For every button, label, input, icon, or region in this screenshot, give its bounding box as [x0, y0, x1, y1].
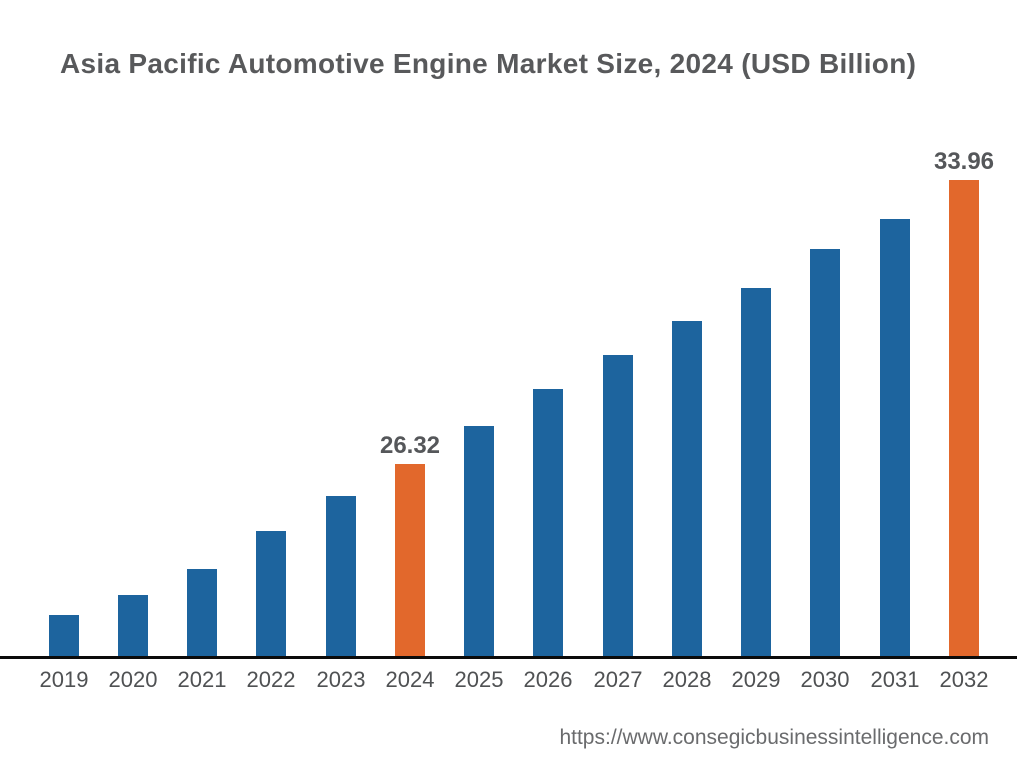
- x-tick-label-2022: 2022: [246, 667, 296, 692]
- x-tick-label-2031: 2031: [870, 667, 920, 692]
- bar-2020: [118, 595, 148, 656]
- bar-2031: [880, 219, 910, 656]
- bar-2025: [464, 426, 494, 656]
- x-tick-label-2028: 2028: [662, 667, 712, 692]
- bar-2032: [949, 180, 979, 656]
- x-tick-label-2019: 2019: [39, 667, 89, 692]
- bar-2023: [326, 496, 356, 656]
- source-url: https://www.consegicbusinessintelligence…: [559, 726, 989, 749]
- x-tick-label-2024: 2024: [385, 667, 435, 692]
- bar-2021: [187, 569, 217, 656]
- x-tick-label-2032: 2032: [939, 667, 989, 692]
- bar-2029: [741, 288, 771, 656]
- chart-title: Asia Pacific Automotive Engine Market Si…: [60, 48, 917, 79]
- bar-2028: [672, 321, 702, 656]
- x-tick-label-2029: 2029: [731, 667, 781, 692]
- bar-2030: [810, 249, 840, 656]
- bar-2022: [256, 531, 286, 656]
- x-tick-label-2026: 2026: [523, 667, 573, 692]
- x-axis-line: [0, 656, 1017, 659]
- x-tick-label-2025: 2025: [454, 667, 504, 692]
- bar-2026: [533, 389, 563, 656]
- bar-value-label-2024: 26.32: [379, 432, 441, 459]
- bar-2024: [395, 464, 425, 656]
- x-tick-label-2021: 2021: [177, 667, 227, 692]
- bar-2027: [603, 355, 633, 656]
- bar-value-label-2032: 33.96: [933, 148, 995, 175]
- x-tick-label-2020: 2020: [108, 667, 158, 692]
- x-tick-label-2023: 2023: [316, 667, 366, 692]
- x-tick-label-2027: 2027: [593, 667, 643, 692]
- bar-2019: [49, 615, 79, 656]
- x-tick-label-2030: 2030: [800, 667, 850, 692]
